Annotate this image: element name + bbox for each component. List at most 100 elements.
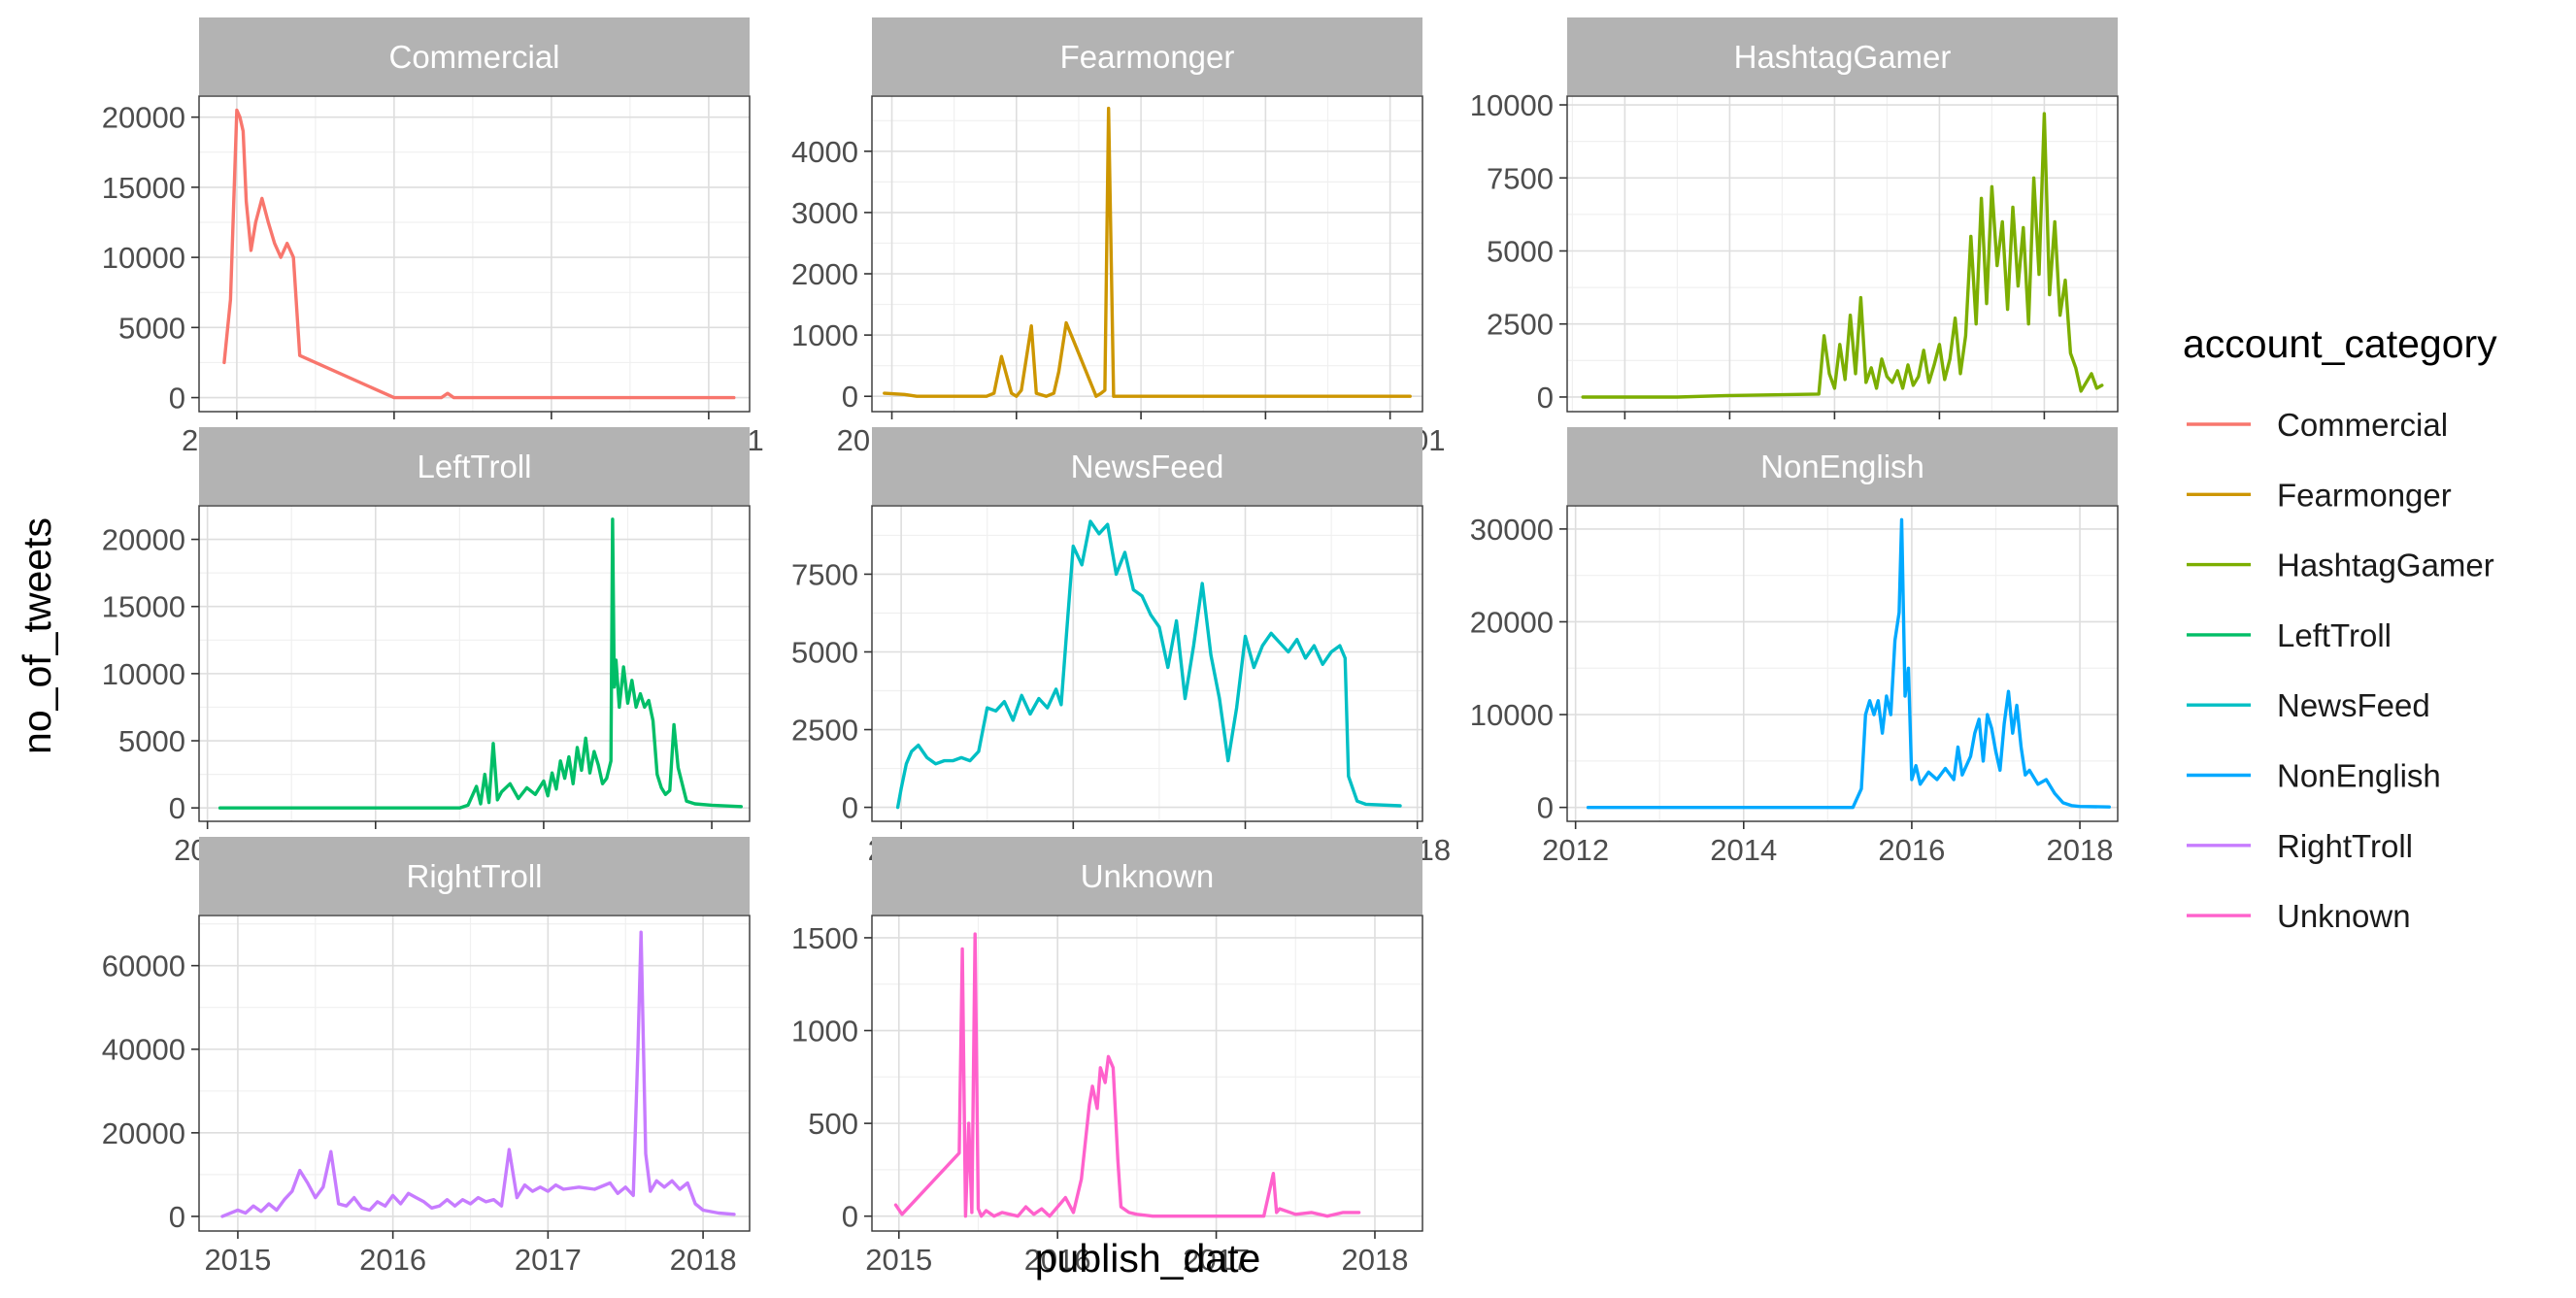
x-tick-label: 2016 [1878,833,1945,867]
y-tick-label: 20000 [102,1116,185,1150]
y-tick-label: 3000 [791,196,858,230]
legend: account_category Commercial Fearmonger Has… [2183,321,2497,934]
facet-label-hashtaggamer: HashtagGamer [1734,39,1952,75]
panel-background [872,506,1422,821]
facet-panels: Commercial050001000015000200002015-07201… [102,17,2119,1277]
legend-label: NonEnglish [2277,758,2441,794]
y-tick-label: 5000 [118,724,185,758]
panel-border [871,505,1423,822]
y-tick-label: 0 [169,382,185,416]
legend-item-righttroll: RightTroll [2187,828,2413,864]
y-tick-label: 0 [1537,791,1554,825]
y-tick-label: 5000 [791,635,858,669]
y-tick-label: 60000 [102,949,185,983]
panel-border [871,95,1423,413]
y-tick-label: 1500 [791,921,858,955]
facet-unknown: Unknown 0 500 1000 1500 2015 2016 2017 2018 [791,837,1423,1277]
x-tick-label: 2016 [1024,1243,1091,1277]
legend-title: account_category [2183,321,2497,366]
panel-border [1566,505,2119,822]
x-tick-label: 2015 [204,1243,271,1277]
facet-label-fearmonger: Fearmonger [1060,39,1235,75]
legend-item-newsfeed: NewsFeed [2187,687,2430,723]
series-line-lefttroll [217,517,743,810]
series-line-fearmonger [883,106,1412,398]
facet-fearmonger: Fearmonger010002000300040002015-012015-0… [791,17,1446,457]
x-tick-label: 2018 [1341,1243,1408,1277]
facet-nonenglish: NonEnglish 0 10000 20000 30000 2012 2014 2016 20… [1470,427,2119,867]
y-tick-label: 10000 [102,241,185,275]
facet-hashtaggamer: HashtagGamer0250050007500100002013201420… [1470,17,2119,457]
facet-newsfeed: NewsFeed02500500075002015201620172018 [791,427,1451,867]
y-tick-label: 1000 [791,318,858,352]
y-tick-label: 0 [1537,381,1554,415]
legend-label: LeftTroll [2277,617,2392,653]
legend-item-hashtaggamer: HashtagGamer [2187,548,2494,583]
y-tick-label: 500 [808,1107,858,1141]
y-tick-label: 20000 [102,523,185,557]
legend-label: HashtagGamer [2277,548,2494,583]
series-line-nonenglish [1586,517,2112,810]
series-line-unknown [893,932,1361,1218]
y-tick-label: 2500 [791,714,858,748]
facet-label-righttroll: RightTroll [407,858,543,894]
facet-strip-hashtaggamer [1567,17,2118,95]
series-line-hashtaggamer [1581,112,2104,399]
y-tick-label: 0 [842,380,858,414]
facet-strip-nonenglish [1567,427,2118,505]
legend-item-fearmonger: Fearmonger [2187,477,2452,513]
y-tick-label: 40000 [102,1033,185,1067]
legend-label: Commercial [2277,407,2448,443]
facet-strip-lefttroll [199,427,750,505]
y-tick-label: 10000 [1470,88,1554,122]
x-tick-label: 2017 [1183,1243,1250,1277]
y-tick-label: 0 [169,791,185,825]
panel-border [1566,95,2119,413]
x-tick-label: 2018 [2047,833,2114,867]
y-tick-label: 20000 [102,101,185,135]
y-tick-label: 10000 [1470,698,1554,732]
y-tick-label: 20000 [1470,605,1554,639]
y-tick-label: 2000 [791,257,858,291]
legend-label: NewsFeed [2277,687,2430,723]
facet-label-nonenglish: NonEnglish [1760,449,1924,484]
facet-strip-newsfeed [872,427,1422,505]
series-line-commercial [222,108,736,400]
facet-strip-fearmonger [872,17,1422,95]
facet-strip-unknown [872,837,1422,915]
y-tick-label: 15000 [102,590,185,624]
y-tick-label: 0 [842,791,858,825]
series-line-righttroll [220,930,736,1218]
facet-strip-commercial [199,17,750,95]
y-tick-label: 1000 [791,1015,858,1048]
y-tick-label: 5000 [1487,234,1554,268]
x-tick-label: 2015 [865,1243,932,1277]
panel-background [872,915,1422,1231]
legend-label: Unknown [2277,898,2411,934]
legend-item-nonenglish: NonEnglish [2187,758,2441,794]
facet-label-newsfeed: NewsFeed [1071,449,1224,484]
legend-item-commercial: Commercial [2187,407,2448,443]
panel-background [199,915,750,1231]
y-tick-label: 0 [842,1200,858,1234]
x-tick-label: 2016 [359,1243,426,1277]
panel-border [871,915,1423,1232]
x-tick-label: 2012 [1542,833,1609,867]
y-tick-label: 30000 [1470,513,1554,547]
legend-label: RightTroll [2277,828,2413,864]
panel-background [872,96,1422,412]
facet-strip-righttroll [199,837,750,915]
y-tick-label: 7500 [1487,161,1554,195]
y-tick-label: 0 [169,1200,185,1234]
facet-righttroll: RightTroll 0 20000 40000 60000 2015 2016 2017 20… [102,837,751,1277]
y-tick-label: 10000 [102,657,185,691]
legend-item-unknown: Unknown [2187,898,2411,934]
y-tick-label: 7500 [791,557,858,591]
legend-label: Fearmonger [2277,477,2452,513]
y-tick-label: 2500 [1487,308,1554,342]
panel-border [198,505,751,822]
facet-lefttroll: LeftTroll0500010000150002000020122014201… [102,427,751,867]
legend-item-lefttroll: LeftTroll [2187,617,2392,653]
facet-label-unknown: Unknown [1081,858,1215,894]
y-tick-label: 4000 [791,135,858,169]
